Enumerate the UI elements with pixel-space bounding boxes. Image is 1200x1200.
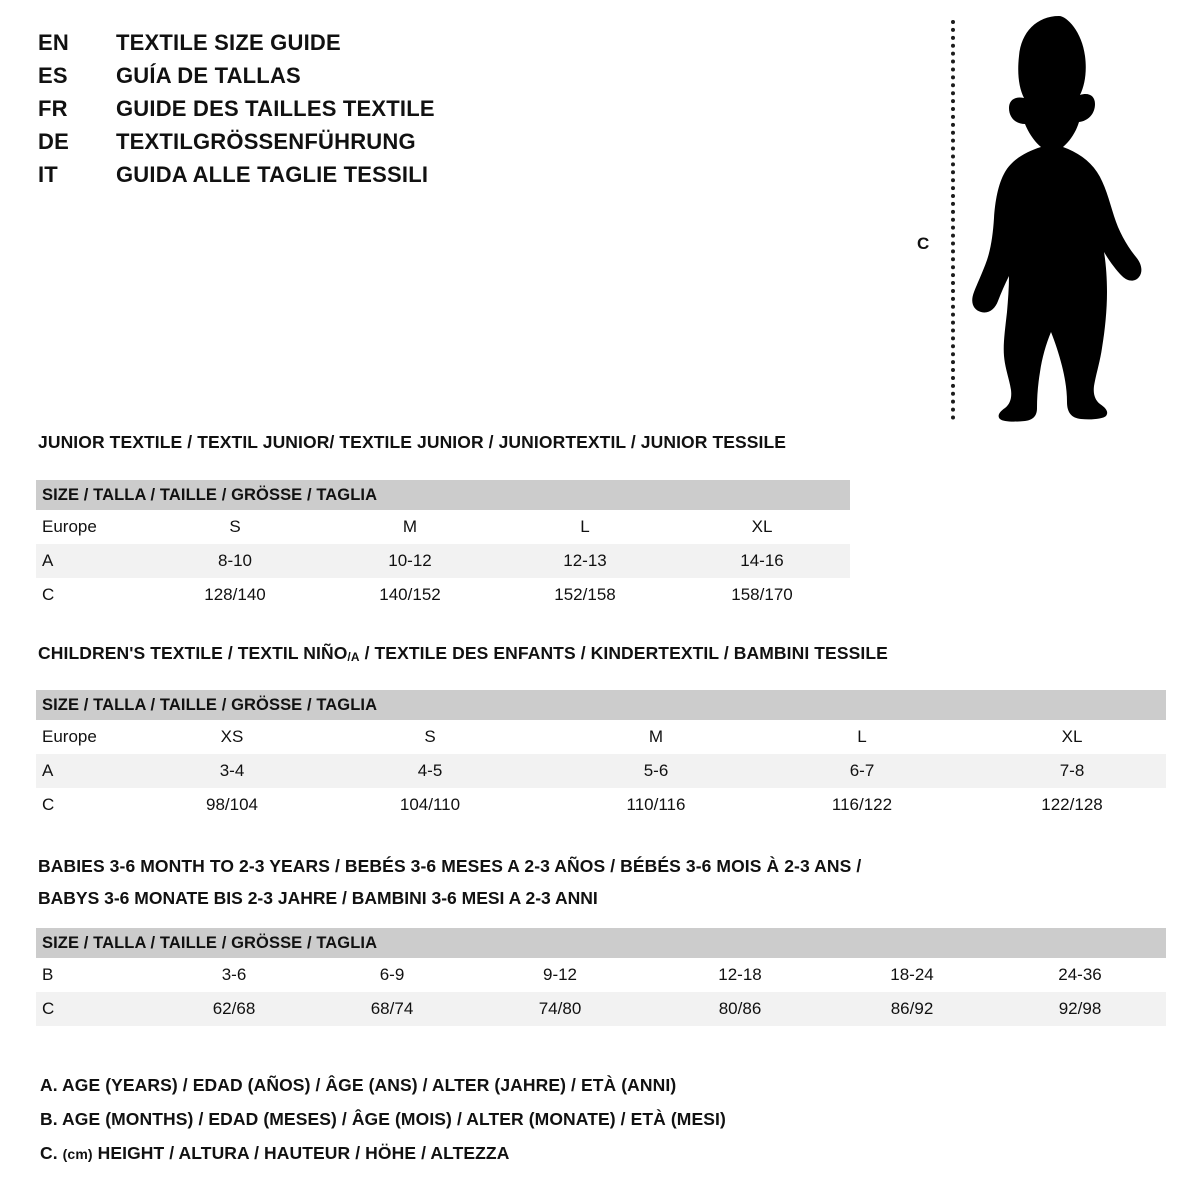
language-title-es: GUÍA DE TALLAS [116,63,301,88]
junior-age-m: 10-12 [388,551,432,570]
legend-c-prefix: C. [40,1143,63,1163]
section-title-babies-line1: BABIES 3-6 MONTH TO 2-3 YEARS / BEBÉS 3-… [38,856,862,876]
junior-band-header-text: SIZE / TALLA / TAILLE / GRÖSSE / TAGLIA [42,485,378,504]
junior-row-label-europe: Europe [42,517,97,536]
children-size-xs: XS [220,727,244,746]
children-age-xs: 3-4 [219,761,245,780]
junior-size-xl: XL [751,517,773,536]
language-code-fr: FR [38,96,68,121]
table-row: B 3-6 6-9 9-12 12-18 18-24 24-36 [36,958,1166,992]
babies-months-12-18: 12-18 [718,965,762,984]
children-age-m: 5-6 [643,761,669,780]
children-height-xs: 98/104 [206,795,258,814]
table-row: Europe XS S M L XL [36,720,1166,754]
junior-age-xl: 14-16 [740,551,784,570]
legend-row-c: C. (cm) HEIGHT / ALTURA / HAUTEUR / HÖHE… [40,1136,726,1170]
junior-height-s: 128/140 [204,585,266,604]
babies-band-header-text: SIZE / TALLA / TAILLE / GRÖSSE / TAGLIA [42,933,378,952]
language-title-fr: GUIDE DES TAILLES TEXTILE [116,96,435,121]
junior-row-label-c: C [42,585,55,604]
babies-height-6-9: 68/74 [370,999,414,1018]
language-code-es: ES [38,63,68,88]
children-size-xl: XL [1061,727,1083,746]
children-title-sub: /A [347,650,360,664]
children-row-label-a: A [42,761,54,780]
language-title-de: TEXTILGRÖSSENFÜHRUNG [116,129,416,154]
junior-table-band-header: SIZE / TALLA / TAILLE / GRÖSSE / TAGLIA [36,480,850,510]
language-row-es: ES GUÍA DE TALLAS [38,63,558,96]
babies-months-9-12: 9-12 [542,965,578,984]
children-height-s: 104/110 [399,795,461,814]
children-table-band-header: SIZE / TALLA / TAILLE / GRÖSSE / TAGLIA [36,690,1166,720]
legend-row-b: B. AGE (MONTHS) / EDAD (MESES) / ÂGE (MO… [40,1109,726,1129]
babies-months-3-6: 3-6 [221,965,247,984]
children-size-table: SIZE / TALLA / TAILLE / GRÖSSE / TAGLIA … [36,690,1166,822]
children-age-xl: 7-8 [1059,761,1085,780]
children-row-label-europe: Europe [42,727,97,746]
children-size-l: L [857,727,867,746]
children-age-l: 6-7 [849,761,875,780]
language-title-block: EN TEXTILE SIZE GUIDE ES GUÍA DE TALLAS … [38,30,558,195]
legend-c-unit: (cm) [62,1146,93,1162]
babies-height-12-18: 80/86 [718,999,762,1018]
language-code-de: DE [38,129,69,154]
legend-row-a: A. AGE (YEARS) / EDAD (AÑOS) / ÂGE (ANS)… [40,1075,677,1095]
babies-row-label-c: C [42,999,55,1018]
language-row-de: DE TEXTILGRÖSSENFÜHRUNG [38,129,558,162]
junior-height-xl: 158/170 [731,585,793,604]
junior-size-m: M [402,517,418,536]
language-code-en: EN [38,30,69,55]
children-height-l: 116/122 [831,795,893,814]
babies-row-label-b: B [42,965,54,984]
babies-height-9-12: 74/80 [538,999,582,1018]
junior-age-s: 8-10 [217,551,253,570]
children-age-s: 4-5 [417,761,443,780]
section-title-junior: JUNIOR TEXTILE / TEXTIL JUNIOR/ TEXTILE … [38,432,787,452]
babies-height-3-6: 62/68 [212,999,256,1018]
language-title-it: GUIDA ALLE TAGLIE TESSILI [116,162,429,187]
table-row: Europe S M L XL [36,510,850,544]
children-size-s: S [424,727,436,746]
children-size-m: M [648,727,664,746]
junior-size-s: S [229,517,241,536]
babies-size-table: SIZE / TALLA / TAILLE / GRÖSSE / TAGLIA … [36,928,1166,1026]
babies-months-18-24: 18-24 [890,965,934,984]
junior-age-l: 12-13 [563,551,607,570]
toddler-silhouette-icon [972,16,1142,422]
junior-height-m: 140/152 [379,585,441,604]
children-height-m: 110/116 [626,795,686,814]
table-row: C 62/68 68/74 74/80 80/86 86/92 92/98 [36,992,1166,1026]
legend-c-suffix: HEIGHT / ALTURA / HAUTEUR / HÖHE / ALTEZ… [92,1143,510,1163]
height-dotted-line [951,20,955,420]
children-title-post: / TEXTILE DES ENFANTS / KINDERTEXTIL / B… [359,643,888,663]
junior-size-table: SIZE / TALLA / TAILLE / GRÖSSE / TAGLIA … [36,480,850,612]
language-code-it: IT [38,162,58,187]
legend-block: A. AGE (YEARS) / EDAD (AÑOS) / ÂGE (ANS)… [40,1068,726,1170]
junior-height-l: 152/158 [554,585,616,604]
children-row-label-c: C [42,795,55,814]
section-title-babies-line2: BABYS 3-6 MONATE BIS 2-3 JAHRE / BAMBINI… [38,888,598,908]
language-row-it: IT GUIDA ALLE TAGLIE TESSILI [38,162,558,195]
language-row-en: EN TEXTILE SIZE GUIDE [38,30,558,63]
height-illustration: C [905,12,1165,424]
table-row: A 8-10 10-12 12-13 14-16 [36,544,850,578]
babies-months-6-9: 6-9 [379,965,405,984]
table-row: C 98/104 104/110 110/116 116/122 122/128 [36,788,1166,822]
babies-height-18-24: 86/92 [890,999,934,1018]
children-height-xl: 122/128 [1041,795,1103,814]
babies-months-24-36: 24-36 [1058,965,1102,984]
babies-table-band-header: SIZE / TALLA / TAILLE / GRÖSSE / TAGLIA [36,928,1166,958]
height-marker-label: C [917,234,930,253]
children-title-pre: CHILDREN'S TEXTILE / TEXTIL NIÑO [38,643,348,663]
table-row: A 3-4 4-5 5-6 6-7 7-8 [36,754,1166,788]
junior-size-l: L [580,517,590,536]
language-row-fr: FR GUIDE DES TAILLES TEXTILE [38,96,558,129]
table-row: C 128/140 140/152 152/158 158/170 [36,578,850,612]
section-title-children: CHILDREN'S TEXTILE / TEXTIL NIÑO/A / TEX… [38,643,888,664]
children-band-header-text: SIZE / TALLA / TAILLE / GRÖSSE / TAGLIA [42,695,378,714]
junior-row-label-a: A [42,551,54,570]
language-title-en: TEXTILE SIZE GUIDE [116,30,341,55]
babies-height-24-36: 92/98 [1058,999,1102,1018]
